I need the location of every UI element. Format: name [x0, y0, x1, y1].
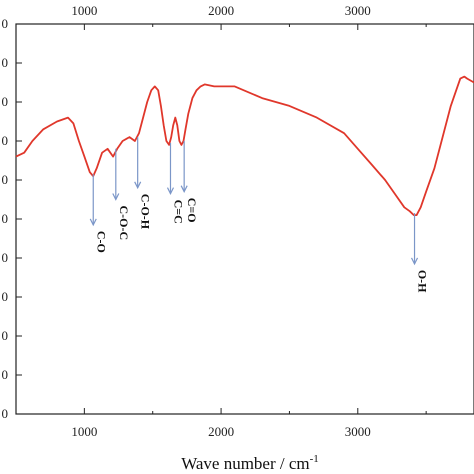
- y-tick-label: 0: [2, 133, 9, 148]
- tick-labels: 1000 1000 2000 2000 3000 3000 0 0 0 0 0 0 0 0 0 0 0: [2, 3, 371, 439]
- x-tick-label: 3000: [345, 424, 371, 439]
- y-tick-label: 0: [2, 289, 9, 304]
- axis-ticks: [15, 23, 427, 415]
- annotation-arrowhead: [180, 185, 188, 194]
- top-tick-label: 2000: [208, 3, 234, 18]
- top-tick-label: 1000: [71, 3, 97, 18]
- y-tick-label: 0: [2, 406, 9, 421]
- annotation-arrowhead: [166, 187, 175, 195]
- y-tick-label: 0: [2, 250, 9, 265]
- y-tick-label: 0: [2, 367, 9, 382]
- x-tick-label: 1000: [71, 424, 97, 439]
- y-tick-label: 0: [2, 16, 9, 31]
- annotation-arrowhead: [410, 257, 419, 266]
- y-tick-label: 0: [2, 328, 9, 343]
- annotation-arrowhead: [134, 181, 142, 190]
- x-axis-label-superscript: -1: [310, 453, 319, 465]
- annotation-label: C-O-C: [117, 206, 131, 241]
- peak-annotations: C-O C-O-C C-O-H C=C C=O O-H: [89, 137, 430, 293]
- annotation-label: C=C: [171, 200, 185, 224]
- y-tick-label: 0: [2, 172, 9, 187]
- annotation-label: C-O: [94, 231, 108, 253]
- top-tick-label: 3000: [345, 3, 371, 18]
- x-axis-label: Wave number / cm-1: [181, 453, 319, 473]
- annotation-arrowhead: [112, 193, 120, 201]
- annotation-label: C=O: [185, 198, 199, 223]
- annotation-label: C-O-H: [139, 194, 153, 230]
- y-tick-label: 0: [2, 211, 9, 226]
- y-tick-label: 0: [2, 94, 9, 109]
- x-tick-label: 2000: [208, 424, 234, 439]
- annotation-label: O-H: [416, 270, 430, 293]
- y-tick-label: 0: [2, 55, 9, 70]
- annotation-arrowhead: [89, 218, 97, 227]
- x-axis-label-text: Wave number / cm: [181, 454, 309, 473]
